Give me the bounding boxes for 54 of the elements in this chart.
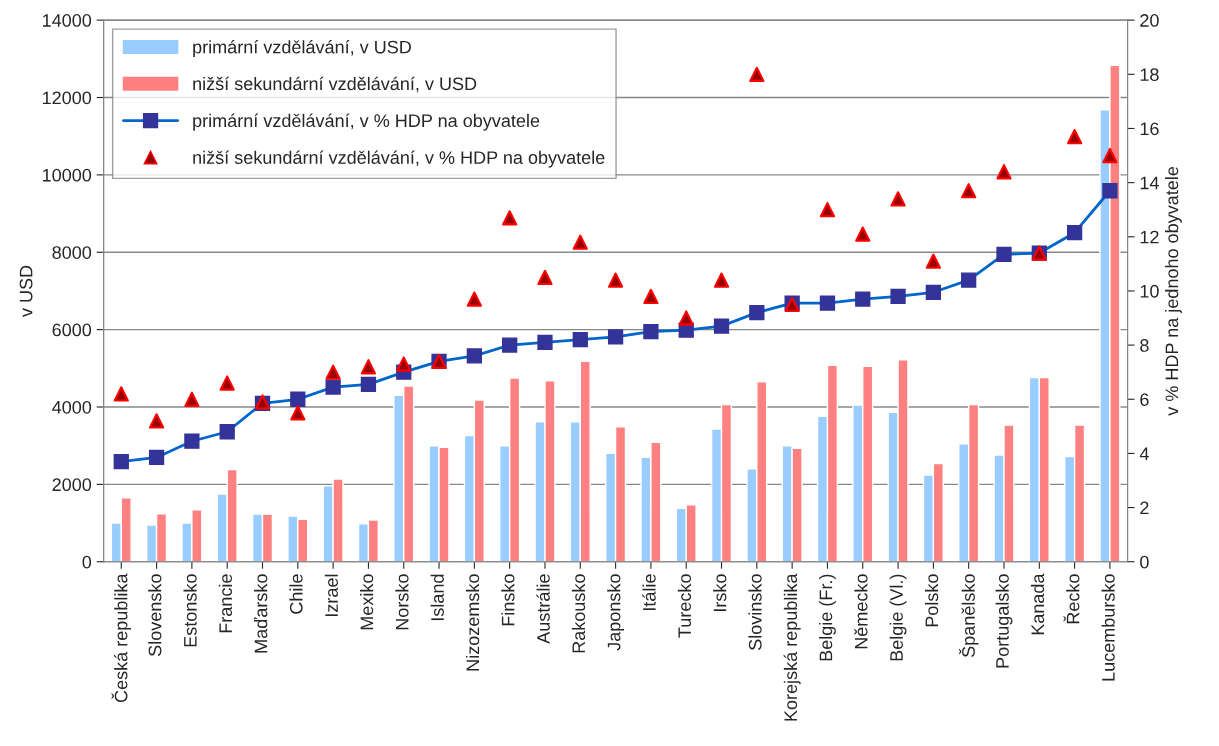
x-tick-label: Itálie (642, 574, 656, 611)
legend-label: nižší sekundární vzdělávání, v % HDP na obyvatele (193, 150, 605, 168)
x-tick-label: Rakousko (571, 574, 586, 653)
x-tick-label: Česká republika (111, 573, 132, 703)
y-tick-label: 4000 (52, 400, 92, 414)
y2-tick-label: 18 (1140, 68, 1159, 82)
y2-tick-label: 6 (1140, 393, 1149, 406)
x-tick-label: Turecko (677, 574, 692, 638)
y2-tick-label: 8 (1140, 339, 1149, 352)
y-tick-label: 12000 (42, 91, 92, 105)
y-axis-title: v USD (19, 265, 33, 317)
x-tick-label: Slovinsko (748, 574, 762, 650)
x-tick-label: Chile (289, 574, 303, 614)
y2-tick-label: 0 (1140, 555, 1149, 569)
y2-tick-label: 2 (1140, 501, 1149, 515)
y2-tick-label: 20 (1140, 14, 1159, 27)
x-tick-label: Slovensko (148, 574, 162, 657)
x-tick-label: Austrálie (536, 574, 550, 644)
y2-tick-label: 12 (1140, 230, 1159, 244)
x-tick-label: Kanada (1030, 573, 1045, 635)
x-tick-label: Japonsko (607, 574, 625, 651)
x-tick-label: Polsko (924, 574, 939, 627)
x-tick-label: Irsko (713, 574, 727, 611)
x-tick-label: Finsko (501, 574, 515, 626)
y-tick-label: 0 (82, 555, 92, 569)
y2-axis-title: v % HDP na jednoho obyvatele (1165, 166, 1182, 416)
x-tick-label: Španělsko (958, 574, 979, 658)
legend-label: primární vzdělávání, v % HDP na obyvatele (193, 113, 540, 131)
y-tick-label: 14000 (42, 14, 92, 27)
x-tick-label: Island (430, 574, 444, 621)
x-tick-label: Estonsko (183, 574, 197, 647)
y2-tick-label: 16 (1140, 122, 1159, 136)
x-tick-label: Francie (218, 574, 233, 633)
x-tick-label: Norsko (395, 574, 409, 630)
y-tick-label: 10000 (42, 168, 92, 182)
x-tick-label: Korejská republika (783, 573, 801, 721)
x-tick-label: Německo (854, 574, 868, 649)
x-tick-label: Maďarsko (254, 574, 268, 653)
legend-label: nižší sekundární vzdělávání, v USD (193, 76, 477, 93)
x-tick-label: Belgie (Vl.) (889, 574, 907, 661)
x-tick-label: Nizozemsko (465, 574, 480, 671)
y-tick-label: 8000 (52, 246, 92, 259)
y2-tick-label: 4 (1139, 447, 1149, 460)
x-tick-label: Belgie (Fr.) (819, 574, 836, 661)
x-tick-label: Mexiko (360, 574, 374, 630)
y2-tick-label: 10 (1140, 284, 1159, 298)
x-tick-label: Řecko (1063, 574, 1080, 624)
x-tick-label: Portugalsko (995, 574, 1013, 668)
legend-label: primární vzdělávání, v USD (193, 40, 411, 58)
y-tick-label: 2000 (52, 478, 92, 492)
y-tick-label: 6000 (52, 323, 92, 337)
y2-tick-label: 14 (1140, 176, 1159, 190)
x-tick-label: Izrael (324, 574, 338, 617)
x-tick-label: Lucembursko (1101, 574, 1115, 681)
